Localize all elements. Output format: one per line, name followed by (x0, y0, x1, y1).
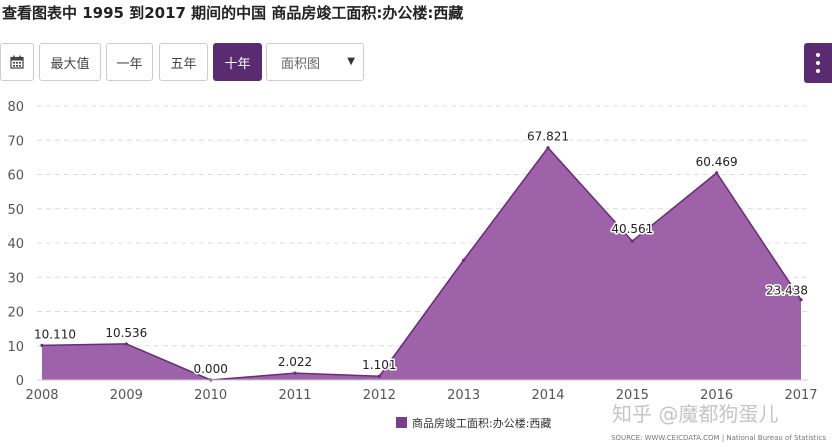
data-label: 10.536 (105, 326, 147, 340)
x-tick-label: 2011 (278, 388, 311, 403)
data-label: 40.561 (611, 222, 653, 236)
data-point[interactable] (40, 343, 44, 347)
y-axis: 0 10 20 30 40 50 60 70 80 (7, 100, 24, 389)
data-labels: 10.110 10.536 0.000 2.022 1.101 67.821 40.561 6… (33, 128, 810, 377)
y-tick-label: 30 (7, 271, 24, 286)
data-point[interactable] (630, 239, 634, 243)
legend-swatch (396, 417, 407, 428)
y-tick-label: 10 (7, 340, 24, 355)
data-point[interactable] (546, 146, 550, 150)
kebab-dot-icon (816, 61, 820, 65)
kebab-dot-icon (816, 69, 820, 73)
legend-label: 商品房竣工面积:办公楼:西藏 (412, 416, 551, 430)
data-label: 0.000 (193, 362, 227, 376)
calendar-icon (10, 55, 24, 69)
chart-toolbar: 最大值 一年 五年 十年 面积图 ▼ (0, 43, 832, 83)
x-tick-label: 2010 (194, 388, 227, 403)
y-tick-label: 70 (7, 134, 24, 149)
y-tick-label: 20 (7, 306, 24, 321)
source-note: SOURCE: WWW.CEICDATA.COM | National Bure… (611, 434, 826, 442)
y-tick-label: 40 (7, 237, 24, 252)
series-line (41, 146, 802, 381)
series-area (42, 147, 801, 380)
y-tick-label: 50 (7, 203, 24, 218)
chart-type-value: 面积图 (281, 56, 321, 72)
data-label: 1.101 (362, 358, 396, 372)
y-tick-label: 0 (16, 374, 24, 389)
range-10y-button[interactable]: 十年 (213, 43, 262, 81)
data-label: 60.469 (696, 155, 738, 169)
legend[interactable]: 商品房竣工面积:办公楼:西藏 (396, 416, 551, 430)
x-tick-label: 2008 (25, 388, 58, 403)
kebab-dot-icon (816, 53, 820, 57)
data-point[interactable] (799, 298, 803, 302)
x-axis: 2008 2009 2010 2011 2012 2013 2014 2015 2016 2017 (25, 379, 818, 403)
data-point[interactable] (715, 171, 719, 175)
watermark: 知乎 @魔都狗蛋儿 (612, 402, 779, 426)
x-tick-label: 2009 (110, 388, 143, 403)
page-title: 查看图表中 1995 到2017 期间的中国 商品房竣工面积:办公楼:西藏 (2, 4, 464, 22)
data-point[interactable] (124, 342, 128, 346)
kebab-menu-button[interactable] (804, 43, 832, 83)
x-tick-label: 2015 (616, 388, 649, 403)
range-5y-button[interactable]: 五年 (159, 43, 208, 81)
data-point[interactable] (462, 258, 466, 262)
data-point[interactable] (293, 371, 297, 375)
data-label: 23.438 (766, 284, 808, 298)
data-label: 10.110 (34, 327, 76, 341)
x-tick-label: 2014 (531, 388, 564, 403)
chart-type-select[interactable]: 面积图 ▼ (266, 43, 364, 81)
y-tick-label: 60 (7, 169, 24, 184)
calendar-button[interactable] (0, 43, 34, 81)
data-label: 67.821 (527, 130, 569, 144)
x-tick-label: 2017 (784, 388, 817, 403)
y-tick-label: 80 (7, 100, 24, 115)
range-max-button[interactable]: 最大值 (39, 43, 101, 81)
area-layer (40, 146, 803, 382)
x-tick-label: 2013 (447, 388, 480, 403)
data-label: 2.022 (278, 355, 312, 369)
x-tick-label: 2012 (363, 388, 396, 403)
x-tick-label: 2016 (700, 388, 733, 403)
range-1y-button[interactable]: 一年 (106, 43, 153, 81)
caret-down-icon: ▼ (347, 56, 355, 67)
data-point[interactable] (377, 374, 381, 378)
